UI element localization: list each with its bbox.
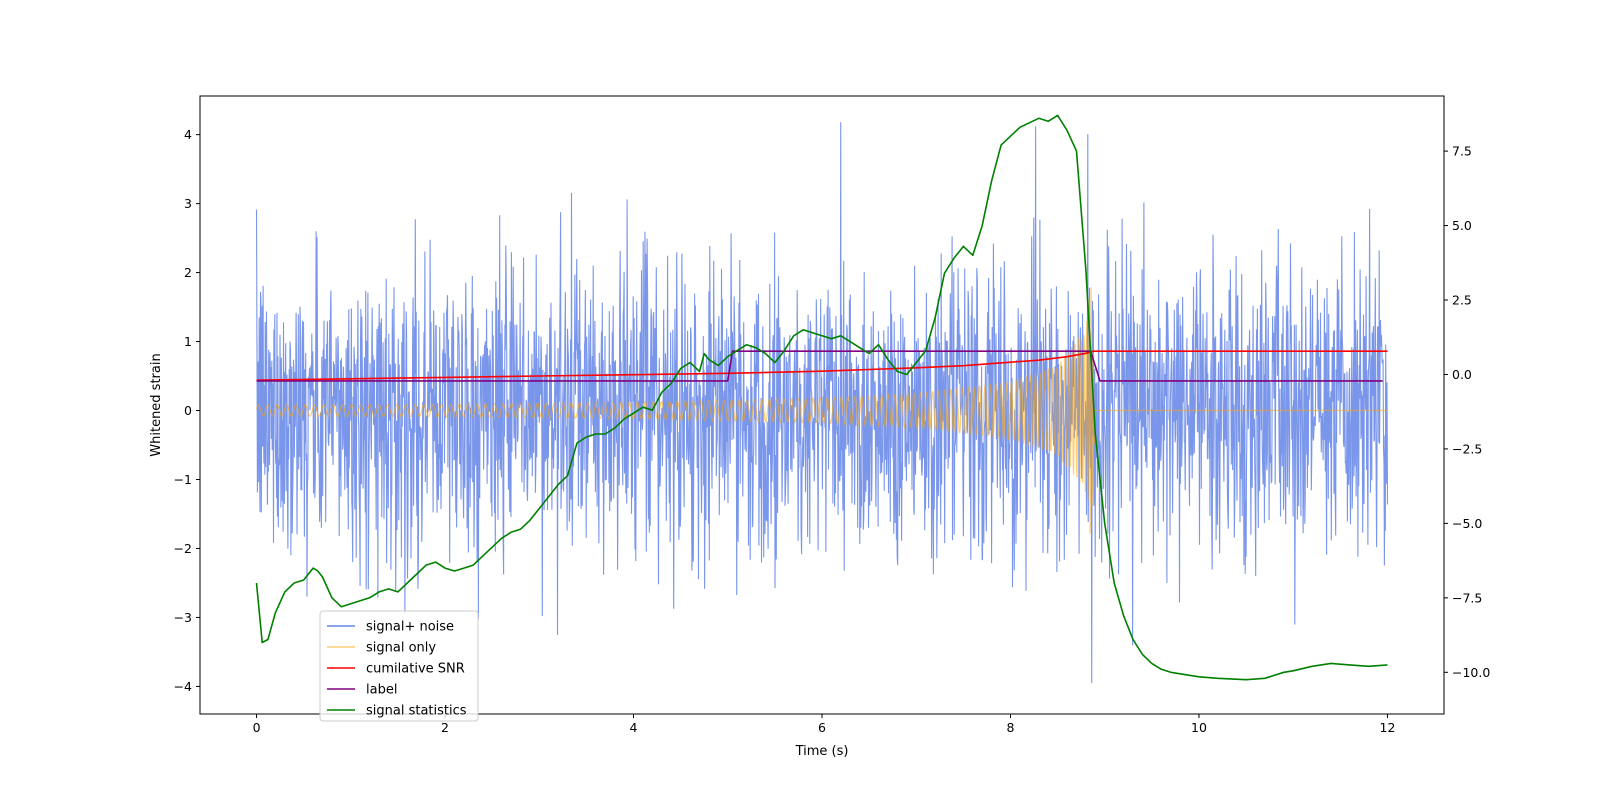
y2-tick-label: −2.5	[1452, 441, 1482, 456]
legend-box	[319, 610, 479, 722]
legend-label: signal statistics	[366, 704, 467, 719]
y-tick-label: 1	[184, 334, 192, 349]
y-tick-label: −3	[174, 610, 192, 625]
x-tick-label: 2	[441, 720, 449, 735]
x-tick-label: 4	[630, 720, 638, 735]
series-signal-only	[255, 287, 1388, 534]
series-label	[256, 350, 1383, 382]
x-tick-label: 10	[1191, 720, 1207, 735]
y2-tick-label: 5.0	[1452, 218, 1472, 233]
x-tick-label: 0	[253, 720, 261, 735]
y-tick-label: 2	[184, 265, 192, 280]
y2-tick-label: 2.5	[1452, 293, 1472, 308]
x-tick-label: 8	[1007, 720, 1015, 735]
y-tick-label: 4	[184, 127, 192, 142]
legend-entries: signal+ noise signal only cumilative SNR la…	[327, 620, 467, 719]
legend-label: cumilative SNR	[366, 662, 465, 677]
y-tick-label: −2	[174, 541, 192, 556]
legend-label: label	[366, 683, 397, 698]
signal-plus-noise-layer	[255, 122, 1389, 684]
y-tick-label: 3	[184, 196, 192, 211]
series-signal-statistics	[255, 114, 1388, 681]
legend-label: signal only	[366, 641, 436, 656]
y2-tick-label: 0.0	[1452, 367, 1472, 382]
ticks-layer: 0 2 4 6 8 10 12−4−3−2−101234−10.0−7.5−5.0−2.50…	[174, 127, 1491, 735]
y-tick-label: −4	[174, 679, 192, 694]
x-tick-label: 12	[1380, 720, 1396, 735]
series-cumulative-snr	[256, 350, 1388, 381]
y2-tick-label: −5.0	[1452, 516, 1482, 531]
y2-tick-label: −7.5	[1452, 590, 1482, 605]
legend-label: signal+ noise	[366, 620, 454, 635]
y-tick-label: 0	[184, 403, 192, 418]
y-tick-label: −1	[174, 472, 192, 487]
series-signal-plus-noise	[255, 122, 1389, 684]
x-axis-label: Time (s)	[795, 744, 849, 759]
lines-layer	[255, 114, 1388, 681]
y2-tick-label: 7.5	[1452, 144, 1472, 159]
x-tick-label: 6	[818, 720, 826, 735]
y2-tick-label: −10.0	[1452, 665, 1490, 680]
legend: signal+ noise signal only cumilative SNR la…	[319, 610, 479, 722]
signal-only-layer	[255, 287, 1388, 534]
y-axis-label: Whitened strain	[149, 353, 164, 456]
